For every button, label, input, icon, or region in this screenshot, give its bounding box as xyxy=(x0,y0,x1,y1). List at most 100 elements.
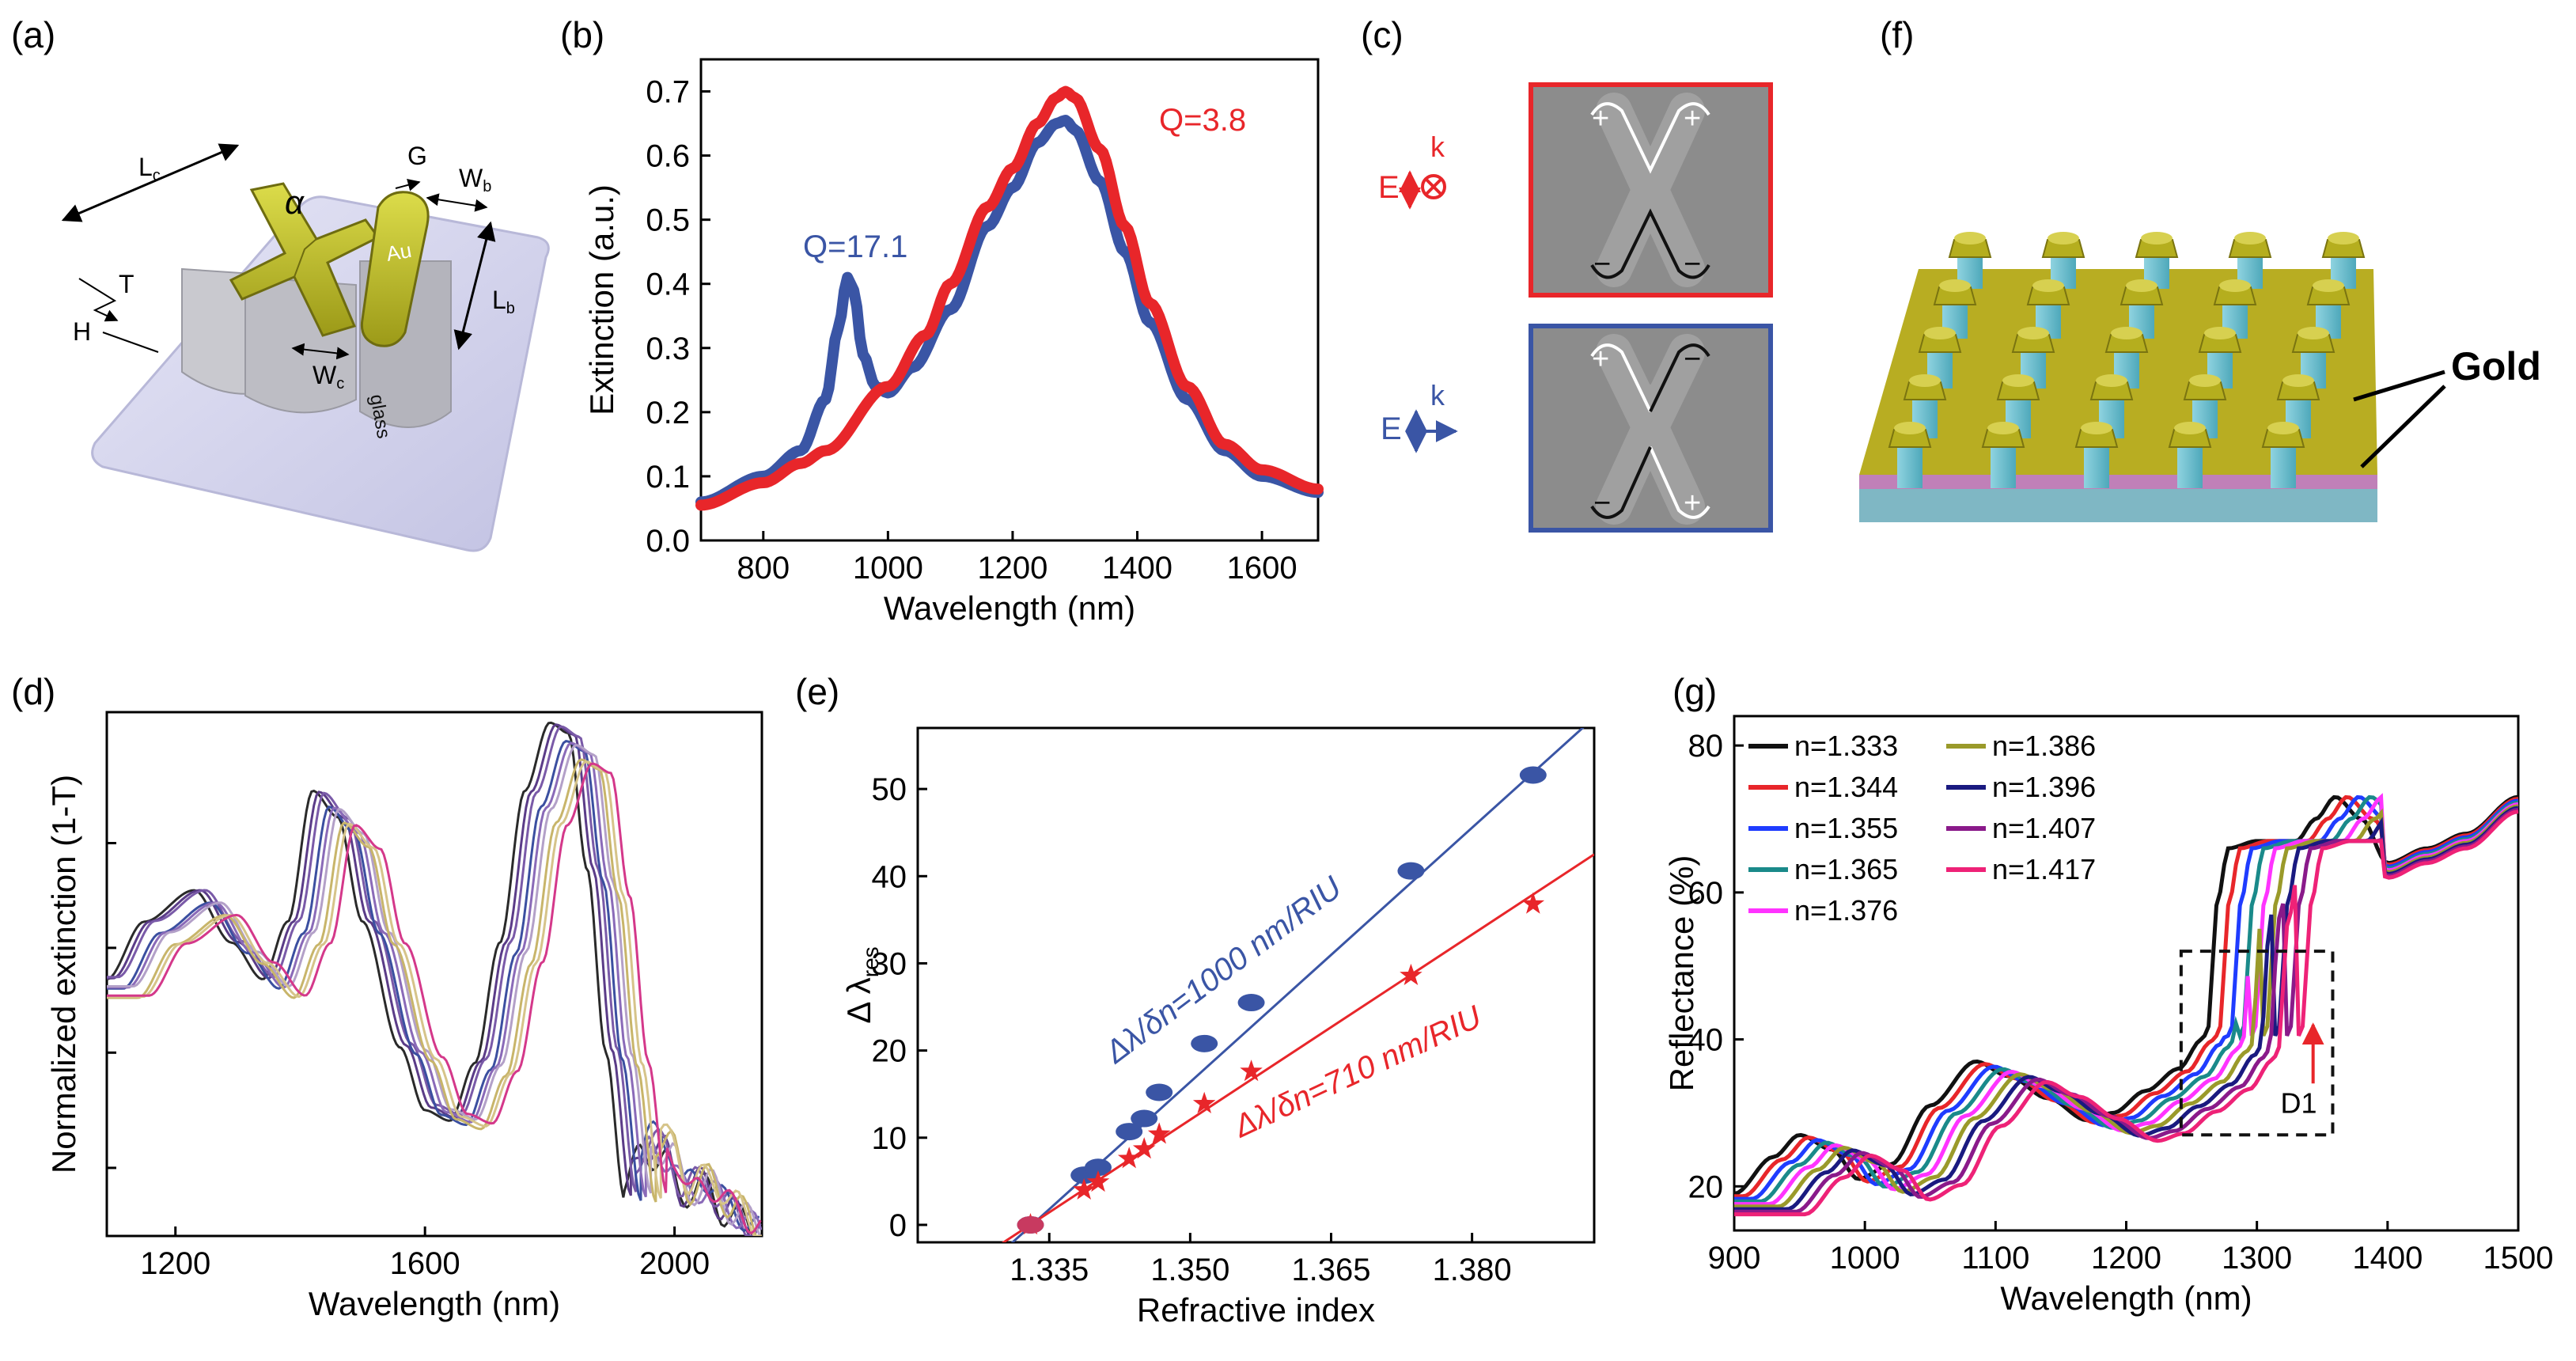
svg-text:−: − xyxy=(1593,487,1611,520)
legend-label: n=1.344 xyxy=(1794,771,1898,803)
data-point xyxy=(1117,1147,1141,1169)
pillar-cap-top xyxy=(1894,422,1926,434)
y-tick-label: 40 xyxy=(872,859,907,894)
pillar-cap xyxy=(2228,239,2272,258)
data-point xyxy=(1072,1177,1096,1200)
x-tick-label: 1600 xyxy=(390,1246,460,1281)
pillar-cap xyxy=(2321,239,2366,258)
y-tick-label: 0.7 xyxy=(646,75,690,110)
legend-label: n=1.333 xyxy=(1794,730,1898,762)
pillar-cap xyxy=(2089,381,2134,400)
panel-a-label: (a) xyxy=(11,14,55,55)
y-tick-label: 10 xyxy=(872,1121,907,1156)
series-layer xyxy=(1001,728,1594,1242)
x-tick-label: 1200 xyxy=(140,1246,210,1281)
x-axis-label: Wavelength (nm) xyxy=(2000,1279,2252,1317)
y-axis-label-main: Δ λ xyxy=(840,977,877,1023)
svg-text:+: + xyxy=(1592,343,1609,376)
y-tick-label: 60 xyxy=(1688,876,1724,911)
array-substrate xyxy=(1859,487,2377,522)
pillar-cap xyxy=(1948,239,1992,258)
pillar-cap-top xyxy=(2282,374,2314,387)
x-tick-label: 1200 xyxy=(2091,1241,2161,1276)
y-tick-label: 80 xyxy=(1688,729,1724,764)
pillar-cap xyxy=(2041,239,2085,258)
data-point xyxy=(1521,892,1545,914)
pillar-cap-top xyxy=(1954,232,1986,245)
x-tick-label: 1300 xyxy=(2222,1241,2292,1276)
pillar-cap-top xyxy=(2219,279,2251,292)
plot-frame xyxy=(699,58,1320,542)
pillar-cap-top xyxy=(2328,232,2359,245)
data-point xyxy=(1146,1083,1173,1101)
pillar-cap xyxy=(2261,429,2305,448)
x-tick-label: 1000 xyxy=(853,551,923,586)
t-label: T xyxy=(119,270,134,298)
series-line-s3 xyxy=(107,725,762,1236)
y-tick-label: 0.4 xyxy=(646,267,690,302)
pillar-cap xyxy=(2104,334,2149,353)
y-tick-label: 30 xyxy=(872,946,907,981)
data-point xyxy=(1191,1034,1218,1052)
data-point xyxy=(1519,766,1547,784)
svg-text:k: k xyxy=(1430,379,1445,411)
svg-text:−: − xyxy=(1593,248,1611,281)
y-tick-label: 40 xyxy=(1688,1023,1724,1058)
x-tick-label: 1.365 xyxy=(1291,1253,1370,1287)
y-axis-label-sub: res xyxy=(858,946,883,977)
blue-polarization-symbol: E k xyxy=(1381,379,1458,453)
pillar-stem xyxy=(1991,445,2016,488)
series-line-red xyxy=(695,85,1324,511)
panel-a: (a) Au glass Lc α G Wb Lb Wc T H xyxy=(11,14,550,552)
y-tick-label: 20 xyxy=(1688,1170,1724,1204)
pillar-cap-top xyxy=(2081,422,2112,434)
pillar-cap-top xyxy=(2204,327,2236,339)
pillar-cap xyxy=(2120,286,2164,305)
fit-line-0 xyxy=(1010,728,1585,1242)
lc-label: Lc xyxy=(138,153,161,184)
x-tick-label: 800 xyxy=(737,551,790,586)
legend-label: n=1.365 xyxy=(1794,853,1898,885)
svg-text:E: E xyxy=(1378,170,1400,205)
y-tick-label: 0.2 xyxy=(646,396,690,430)
pillar-cap xyxy=(2198,334,2242,353)
annotation-q-blue: Q=17.1 xyxy=(803,229,907,264)
x-axis-label: Refractive index xyxy=(1137,1291,1375,1329)
x-tick-label: 2000 xyxy=(639,1246,710,1281)
chart-g: (g) 900 1000 1100 1200 1300 1400 1500 20 40 60 80 Wa… xyxy=(1663,671,2553,1317)
pillar-cap xyxy=(2306,286,2351,305)
y-tick-label: 0.3 xyxy=(646,332,690,366)
pillar-unit xyxy=(2104,327,2149,389)
svg-text:+: + xyxy=(1684,487,1701,520)
x-tick-label: 1.380 xyxy=(1433,1253,1512,1287)
legend-label: n=1.396 xyxy=(1992,771,2096,803)
pillar-unit xyxy=(1948,232,1992,289)
pillar-unit xyxy=(2228,232,2272,289)
x-tick-label: 1100 xyxy=(1961,1241,2029,1276)
pillar-array xyxy=(1888,232,2366,488)
pillar-cap-top xyxy=(2234,232,2266,245)
series-line-s1 xyxy=(107,721,762,1236)
gold-label: Gold xyxy=(2451,344,2541,389)
wb-label: Wb xyxy=(459,164,491,195)
pillar-stem xyxy=(1897,445,1923,488)
pillar-cap-top xyxy=(2048,232,2079,245)
gold-cross xyxy=(229,182,381,337)
pillar-cap xyxy=(1996,381,2040,400)
svg-text:−: − xyxy=(1684,248,1701,281)
pillar-unit xyxy=(1888,422,1932,488)
pillar-stem xyxy=(2177,445,2203,488)
panel-f-label: (f) xyxy=(1880,14,1914,55)
pillar-cap-top xyxy=(2111,327,2142,339)
pillar-cap-top xyxy=(2313,279,2344,292)
svg-text:−: − xyxy=(1684,343,1701,376)
pillar-unit xyxy=(2074,422,2119,488)
x-tick-label: 1.335 xyxy=(1010,1253,1089,1287)
data-point xyxy=(1085,1158,1112,1177)
series-line-s7 xyxy=(107,758,762,1236)
chart-e: (e) 1.335 1.350 1.365 1.380 0 10 20 30 40 50 Refrac… xyxy=(795,671,1596,1329)
x-tick-label: 1000 xyxy=(1830,1241,1900,1276)
gold-bar xyxy=(360,191,430,347)
x-tick-label: 900 xyxy=(1708,1241,1761,1276)
y-tick-label: 0.6 xyxy=(646,139,690,174)
